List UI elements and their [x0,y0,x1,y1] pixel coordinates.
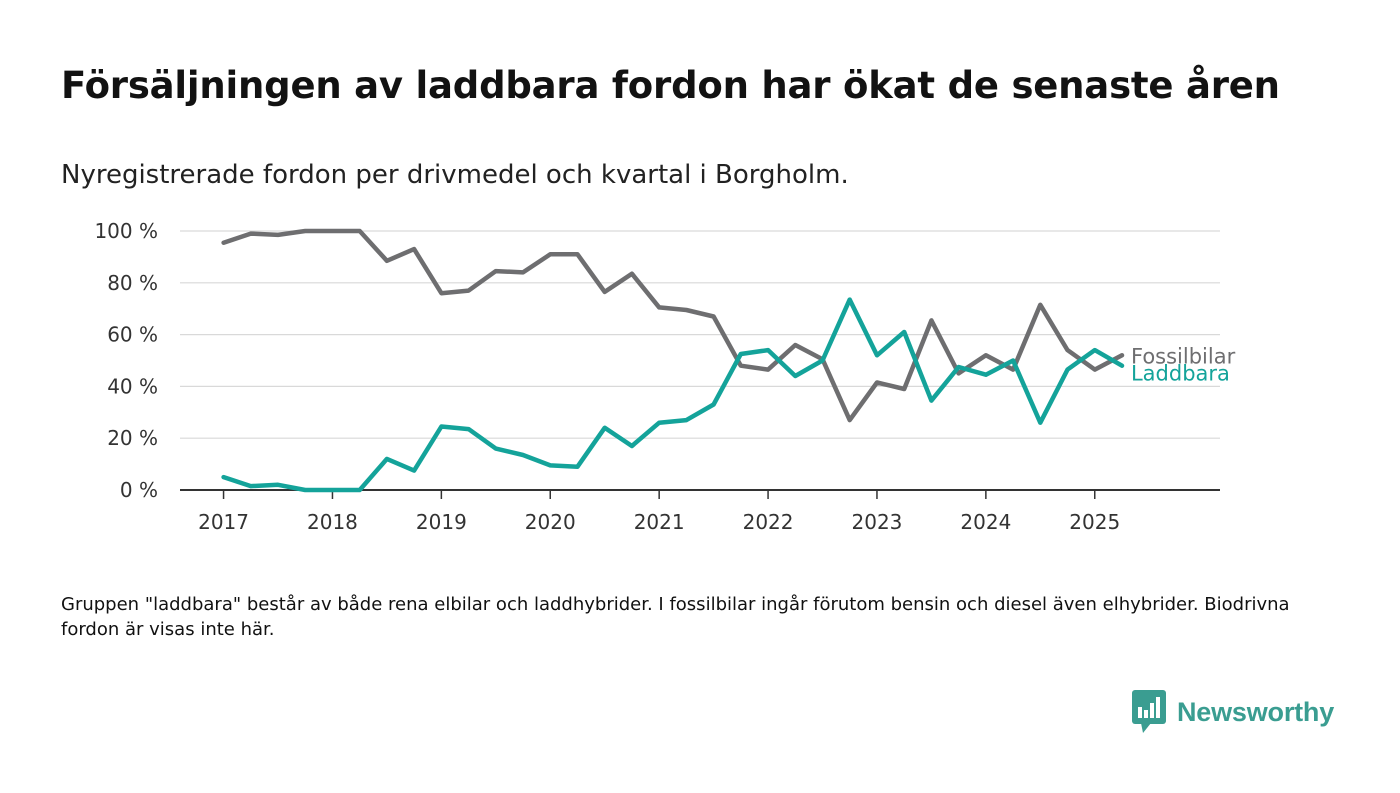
series-line-laddbara [221,297,1125,493]
series-label-fossilbilar: Fossilbilar [1131,344,1236,368]
newsworthy-logo[interactable]: Newsworthy [1132,690,1334,734]
series-lines [221,228,1125,493]
x-tick-label: 2021 [634,510,685,534]
grid-lines [180,230,1220,439]
series-label-laddbara: Laddbara [1131,362,1230,386]
x-tick-label: 2022 [743,510,794,534]
chart-title: Försäljningen av laddbara fordon har öka… [61,64,1280,107]
y-tick-label: 40 % [107,374,158,398]
x-tick-label: 2025 [1069,510,1120,534]
y-tick-label: 100 % [94,219,158,243]
y-tick-label: 20 % [107,426,158,450]
x-tick-label: 2018 [307,510,358,534]
x-tick-label: 2019 [416,510,467,534]
newsworthy-logo-icon [1132,690,1166,733]
brand-name: Newsworthy [1177,696,1335,727]
chart-subtitle: Nyregistrerade fordon per drivmedel och … [61,160,849,190]
y-tick-label: 0 % [120,478,158,502]
axes: 0 % 20 % 40 % 60 % 80 % 100 % 2017 2018 2019 2020… [94,219,1220,534]
x-tick-label: 2024 [960,510,1011,534]
footnote: Gruppen "laddbara" består av både rena e… [61,594,1290,640]
x-tick-label: 2020 [525,510,576,534]
series-line-fossilbilar [221,228,1125,423]
x-tick-label: 2017 [198,510,249,534]
y-tick-label: 60 % [107,323,158,347]
x-tick-label: 2023 [852,510,903,534]
y-tick-label: 80 % [107,271,158,295]
